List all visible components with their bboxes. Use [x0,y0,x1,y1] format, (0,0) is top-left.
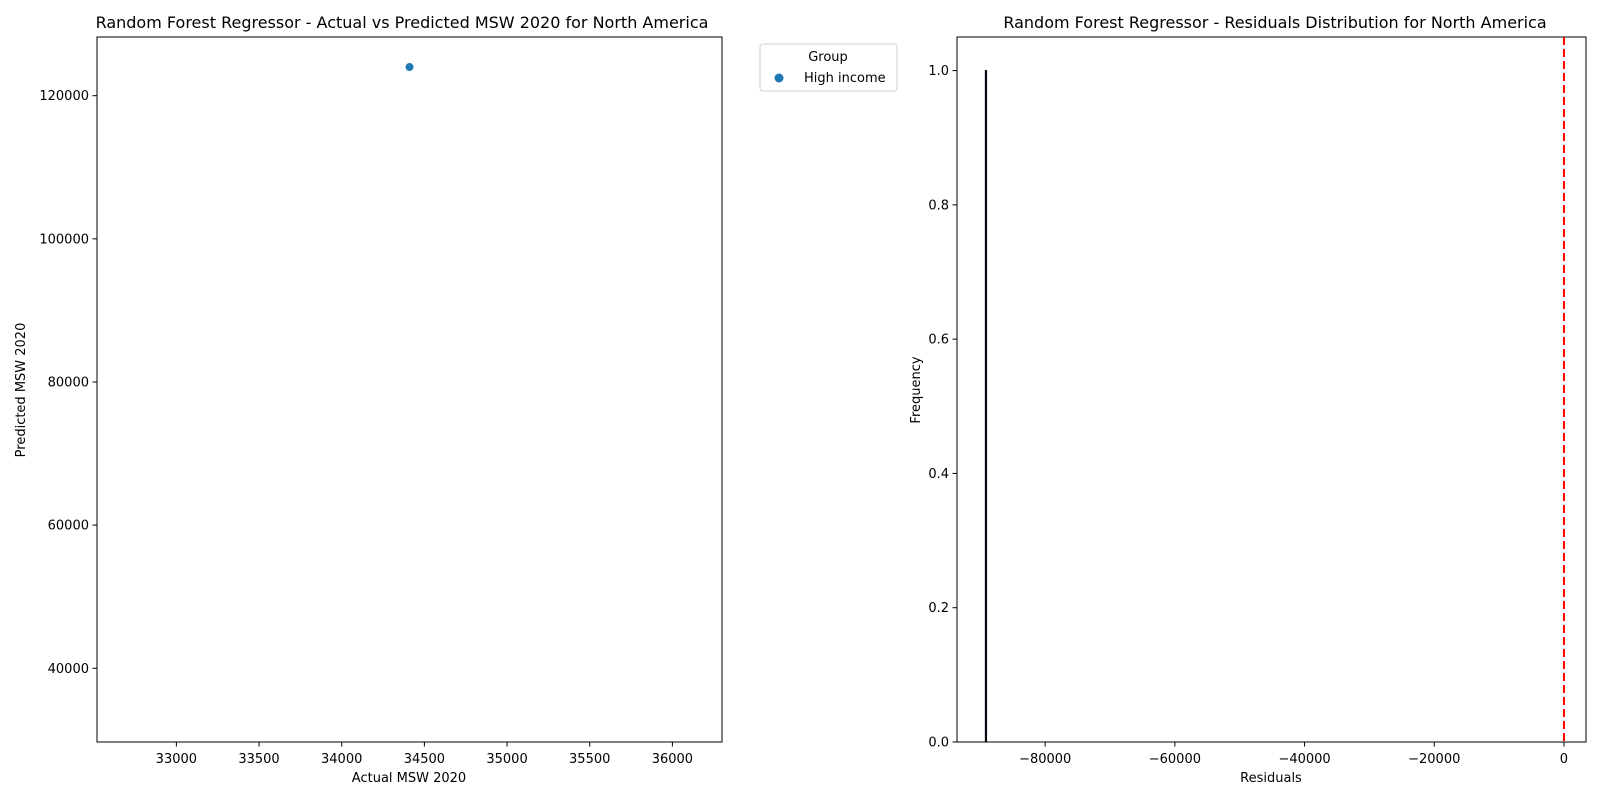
histogram-title: Random Forest Regressor - Residuals Dist… [1003,13,1546,32]
scatter-y-axis-ticks: 40000 60000 80000 100000 120000 [39,89,97,677]
x-tick-label: 33500 [238,752,279,767]
x-tick-label: 34500 [404,752,445,767]
x-tick-label: −60000 [1149,752,1201,767]
scatter-point [405,63,414,72]
scatter-x-axis-label: Actual MSW 2020 [352,771,466,786]
x-tick-label: −40000 [1278,752,1330,767]
scatter-points [405,63,414,72]
legend-entry-label: High income [804,71,886,86]
legend-box [759,43,898,92]
x-tick-label: −80000 [1019,752,1071,767]
x-tick-label: 0 [1560,752,1568,767]
histogram-y-axis-label: Frequency [909,356,924,423]
histogram-plot-area [956,36,1587,743]
scatter-title: Random Forest Regressor - Actual vs Pred… [96,13,709,32]
y-tick-label: 80000 [48,375,89,390]
histogram-bars [984,70,988,743]
y-tick-label: 120000 [39,89,89,104]
x-tick-label: 35000 [486,752,527,767]
histogram-x-axis-ticks: −80000 −60000 −40000 −20000 0 [1019,742,1568,767]
x-tick-label: 35500 [569,752,610,767]
scatter-panel: Random Forest Regressor - Actual vs Pred… [14,13,898,786]
legend: Group High income [759,43,898,92]
y-tick-label: 0.0 [928,736,949,751]
y-tick-label: 0.2 [928,601,949,616]
legend-marker [774,73,784,83]
x-tick-label: 36000 [652,752,693,767]
y-tick-label: 60000 [48,519,89,534]
scatter-x-axis-ticks: 33000 33500 34000 34500 35000 35500 36000 [156,742,693,767]
x-tick-label: 34000 [321,752,362,767]
histogram-bar [984,70,988,743]
histogram-panel: Random Forest Regressor - Residuals Dist… [909,13,1587,786]
y-tick-label: 0.4 [928,467,949,482]
y-tick-label: 0.8 [928,198,949,213]
y-tick-label: 40000 [48,662,89,677]
x-tick-label: 33000 [156,752,197,767]
legend-title: Group [808,50,848,65]
histogram-x-axis-label: Residuals [1240,771,1302,786]
y-tick-label: 1.0 [928,64,949,79]
y-tick-label: 100000 [39,232,89,247]
x-tick-label: −20000 [1408,752,1460,767]
scatter-y-axis-label: Predicted MSW 2020 [14,323,29,458]
scatter-plot-area [96,36,723,743]
histogram-y-axis-ticks: 0.0 0.2 0.4 0.6 0.8 1.0 [928,64,957,751]
y-tick-label: 0.6 [928,333,949,348]
